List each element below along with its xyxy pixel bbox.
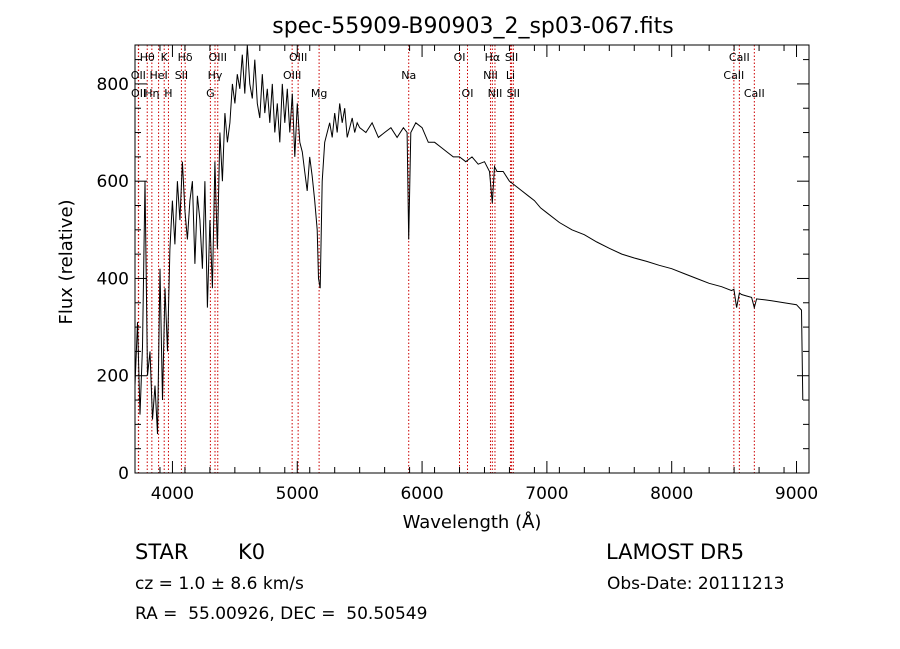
line-label: Hη [144, 87, 159, 100]
emission-line-markers [137, 45, 755, 473]
chart-title: spec-55909-B90903_2_sp03-067.fits [272, 14, 674, 39]
line-label: CaII [744, 87, 765, 100]
line-label: Li [506, 69, 515, 82]
x-tick-label: 9000 [775, 484, 818, 504]
y-axis-label: Flux (relative) [56, 199, 77, 324]
line-label: CaII [723, 69, 744, 82]
redshift-velocity: cz = 1.0 ± 8.6 km/s [135, 574, 304, 594]
line-label: NII [488, 87, 503, 100]
coordinates: RA = 55.00926, DEC = 50.50549 [135, 604, 428, 624]
line-label: Mg [311, 87, 327, 100]
y-tick-label: 800 [97, 75, 129, 95]
line-label: SII [505, 51, 518, 64]
line-label: SII [507, 87, 520, 100]
line-label: OIII [283, 69, 301, 82]
line-label: OI [454, 51, 466, 64]
survey-name: LAMOST DR5 [606, 540, 745, 564]
line-label: HeI [149, 69, 167, 82]
line-label: NII [483, 69, 498, 82]
emission-line-labels: Hθ K Hδ OIII OIII OI Hα SII CaII OII HeI SII Hγ OIII N… [131, 51, 765, 100]
object-subclass: K0 [238, 540, 266, 564]
y-tick-label: 200 [97, 367, 129, 387]
line-label: OII [131, 69, 146, 82]
x-tick-label: 8000 [650, 484, 693, 504]
x-tick-label: 5000 [276, 484, 319, 504]
line-label: H [164, 87, 172, 100]
line-label: Hα [485, 51, 501, 64]
line-label: OIII [209, 51, 227, 64]
line-label: OI [462, 87, 474, 100]
y-tick-label: 400 [97, 269, 129, 289]
line-label: K [161, 51, 169, 64]
line-label: Hγ [208, 69, 223, 82]
object-class: STAR [135, 540, 189, 564]
spectrum-line [134, 44, 804, 435]
x-axis-ticks: 4000 5000 6000 7000 8000 9000 [134, 45, 818, 504]
y-tick-label: 600 [97, 172, 129, 192]
line-label: Hδ [178, 51, 193, 64]
line-label: CaII [729, 51, 750, 64]
x-tick-label: 6000 [400, 484, 443, 504]
line-label: Hθ [140, 51, 155, 64]
x-tick-label: 4000 [151, 484, 194, 504]
line-label: Na [401, 69, 416, 82]
x-axis-label: Wavelength (Å) [403, 511, 542, 533]
x-tick-label: 7000 [525, 484, 568, 504]
line-label: SII [175, 69, 188, 82]
y-axis-ticks: 0 200 400 600 800 [97, 59, 809, 484]
plot-frame [134, 44, 810, 474]
line-label: G [206, 87, 215, 100]
line-label: OIII [289, 51, 307, 64]
y-tick-label: 0 [118, 464, 129, 484]
observation-date: Obs-Date: 20111213 [607, 574, 785, 594]
